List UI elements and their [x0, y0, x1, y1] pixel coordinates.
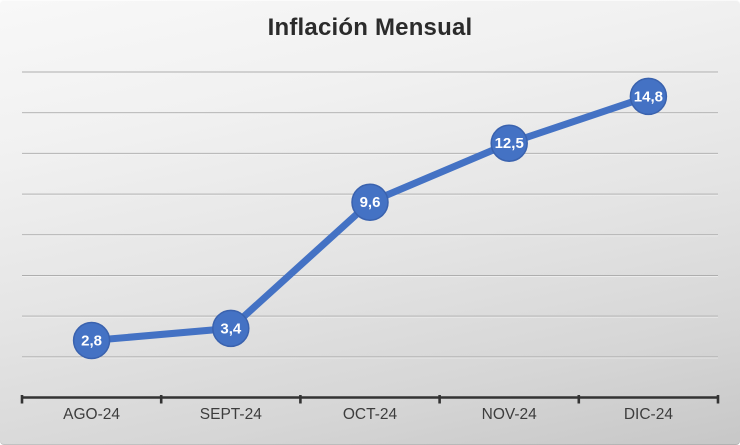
- data-point-label: 3,4: [220, 320, 242, 337]
- x-axis-label: SEPT-24: [200, 406, 262, 423]
- data-point-marker: [490, 124, 528, 162]
- data-point-label: 2,8: [81, 333, 102, 350]
- data-point-label: 14,8: [634, 88, 663, 105]
- data-point-marker: [212, 309, 250, 348]
- data-point-label: 12,5: [495, 135, 524, 152]
- x-axis-label: OCT-24: [343, 406, 398, 423]
- x-axis-label: AGO-24: [63, 406, 120, 423]
- x-axis-label: NOV-24: [482, 406, 538, 423]
- data-point-marker: [629, 77, 668, 116]
- chart-title: Inflación Mensual: [267, 14, 473, 41]
- data-point-marker: [351, 183, 389, 221]
- data-point-label: 9,6: [360, 194, 381, 211]
- x-axis-label: DIC-24: [624, 406, 673, 423]
- data-point-marker: [72, 321, 111, 360]
